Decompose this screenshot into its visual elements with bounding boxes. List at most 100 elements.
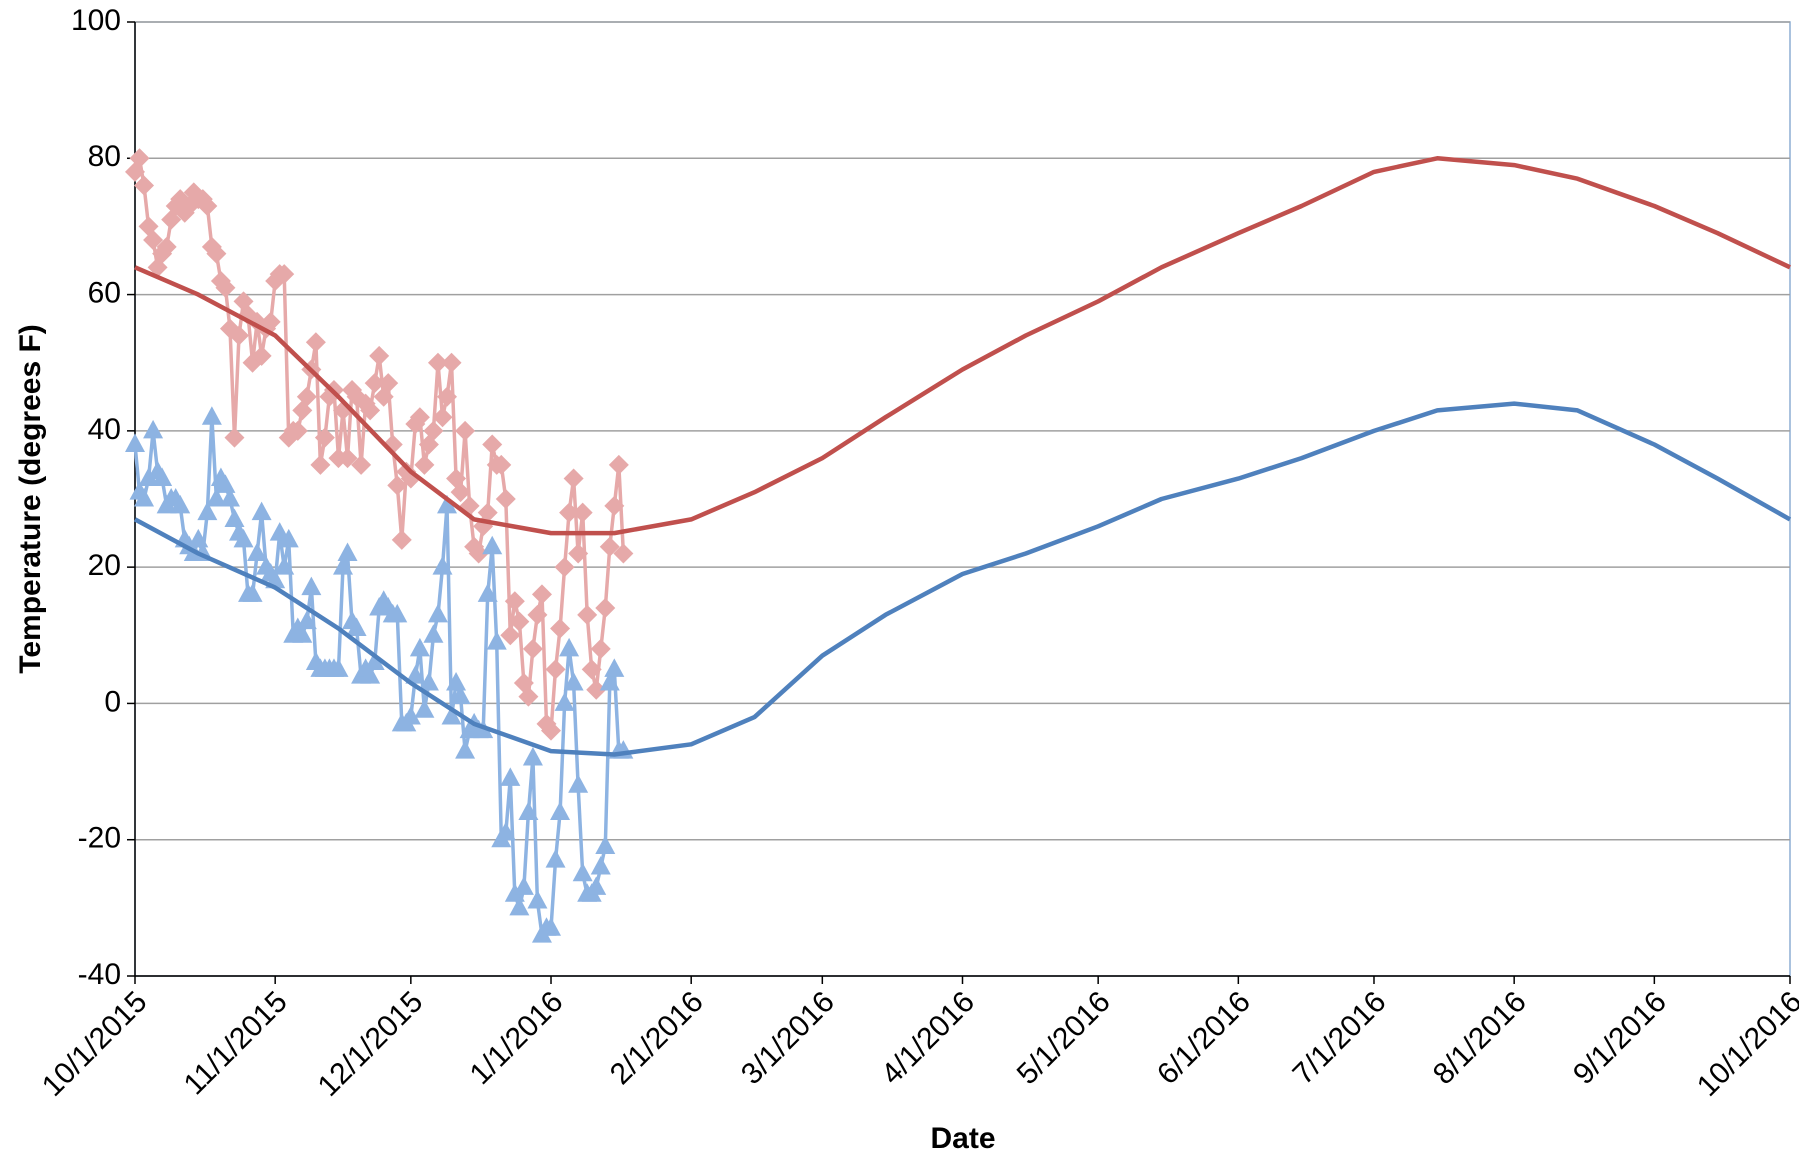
point-marker [292,624,313,643]
point-marker [513,876,534,895]
y-tick-label: 0 [104,685,121,718]
point-marker [337,542,358,562]
point-marker [364,651,385,671]
y-axis-title: Temperature (degrees F) [14,324,47,674]
point-marker [229,325,250,346]
point-marker [328,658,349,677]
point-marker [427,352,448,373]
point-marker [572,502,593,523]
point-marker [409,407,430,428]
point-marker [595,598,616,619]
point-marker [504,883,525,902]
point-marker [219,488,240,507]
point-marker [260,311,281,332]
y-tick-label: -20 [78,822,121,855]
point-marker [423,624,444,643]
point-marker [477,502,498,523]
point-marker [125,433,145,452]
point-marker [274,264,295,285]
point-marker [391,529,412,550]
point-marker [170,494,191,514]
point-marker [437,494,458,514]
point-marker [197,501,218,521]
point-marker [504,591,525,612]
point-marker [409,637,430,657]
point-marker [599,536,620,557]
point-marker [586,876,607,895]
point-marker [418,671,439,691]
point-marker [486,631,507,650]
point-marker [577,604,598,625]
point-marker [550,618,571,639]
point-marker [518,801,539,820]
point-marker [437,386,458,407]
point-marker [581,659,602,680]
point-marker [531,584,552,605]
point-marker [224,427,245,448]
point-marker [152,467,173,487]
point-marker [432,556,453,575]
point-marker [188,528,209,548]
point-marker [224,508,245,527]
point-marker [527,890,548,909]
y-tick-label: -40 [78,958,121,991]
point-marker [305,332,326,353]
point-marker [360,400,381,421]
point-marker [351,454,372,475]
point-marker [405,665,426,684]
point-marker [550,801,571,820]
point-marker [369,345,390,366]
point-marker [251,501,272,521]
point-marker [568,774,589,793]
y-tick-label: 100 [71,4,121,37]
point-marker [563,671,584,691]
point-marker [360,665,381,684]
series-line [133,401,1792,757]
point-marker [197,195,218,216]
point-marker [310,454,331,475]
point-marker [215,277,236,298]
x-axis-title: Date [930,1122,995,1155]
point-marker [247,542,268,562]
point-marker [269,522,290,541]
point-marker [337,448,358,469]
point-marker [378,373,399,394]
point-marker [287,420,308,441]
point-marker [527,604,548,625]
point-marker [242,583,263,602]
point-marker [134,488,155,507]
point-marker [477,583,498,602]
point-marker [572,862,593,882]
point-marker [455,420,476,441]
point-marker [586,679,607,700]
point-marker [206,488,227,507]
point-marker [201,406,222,425]
point-marker [215,474,236,493]
point-marker [423,420,444,441]
point-marker [541,720,562,741]
point-marker [414,454,435,475]
point-marker [554,557,575,578]
point-marker [608,454,629,475]
point-marker [491,454,512,475]
point-marker [156,236,177,257]
point-marker [274,556,295,575]
point-marker [563,468,584,489]
point-marker [364,373,385,394]
point-marker [604,658,625,677]
point-marker [613,543,634,564]
point-marker [495,489,516,509]
point-marker [455,740,476,759]
point-marker [333,556,354,575]
point-marker [432,407,453,428]
point-marker [441,352,462,373]
point-marker [509,896,530,916]
point-marker [568,543,589,564]
point-marker [522,638,543,659]
point-marker [559,502,580,523]
point-marker [522,746,543,766]
point-marker [541,917,562,936]
point-marker [129,148,150,169]
point-marker [206,243,227,264]
